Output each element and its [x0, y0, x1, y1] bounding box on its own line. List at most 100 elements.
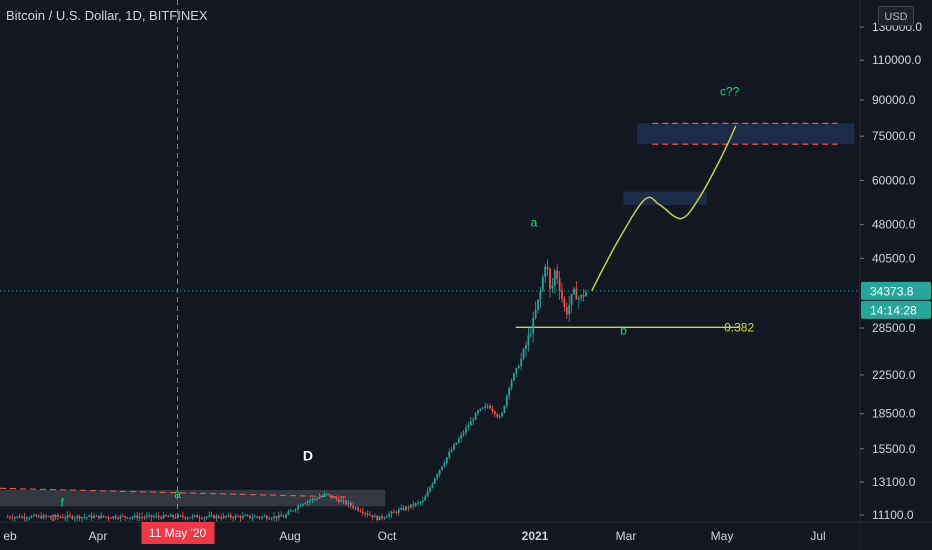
candle-body [196, 515, 199, 518]
candle-body [419, 502, 422, 504]
candle-body [30, 516, 33, 518]
candle-body [498, 416, 501, 418]
candle-body [85, 516, 88, 518]
candle-body [361, 511, 364, 514]
candle-body [381, 516, 383, 518]
candle-body [35, 515, 38, 517]
candle-body [369, 514, 371, 516]
candle-body [508, 387, 511, 396]
price-tick-label: 60000.0 [872, 173, 916, 187]
wave-label-b: b [620, 323, 627, 337]
lines-layer: 0.382 [0, 0, 860, 522]
candle-body [491, 408, 494, 412]
candle-body [6, 516, 9, 518]
candle-body [215, 515, 218, 519]
candle-body [76, 515, 79, 518]
candle-body [61, 516, 64, 518]
candle-body [337, 499, 340, 502]
candle-body [412, 504, 415, 506]
candle-body [373, 515, 376, 518]
candle-body [83, 516, 86, 518]
candle-body [573, 288, 575, 294]
candle-body [496, 414, 499, 417]
candle-body [299, 505, 302, 507]
candle-body [237, 515, 239, 517]
candle-body [472, 419, 475, 422]
price-tick-label: 11100.0 [872, 508, 914, 522]
candle-body [433, 478, 436, 484]
candle-body [100, 515, 103, 519]
price-tick-label: 13100.0 [872, 475, 916, 489]
candle-body [210, 515, 213, 517]
candle-body [333, 497, 335, 499]
candle-body [9, 516, 11, 518]
candle-body [109, 517, 112, 519]
candle-body [400, 507, 403, 510]
price-tick-label: 110000.0 [872, 53, 921, 67]
zone-box [0, 489, 386, 507]
time-tick-label: Jul [810, 529, 825, 543]
candle-body [316, 498, 319, 500]
wave-label-D: D [303, 448, 313, 464]
candle-body [126, 517, 129, 519]
time-axis[interactable]: ebAprnAugOct2021MarMayJul11 May '20 [0, 521, 932, 550]
price-tick-label: 48000.0 [872, 218, 916, 232]
candle-body [366, 513, 369, 515]
time-tick-label: Mar [616, 529, 637, 543]
candle-body [577, 298, 580, 300]
candle-body [165, 515, 167, 517]
candle-body [23, 516, 26, 519]
fib-level-label: 0.382 [724, 320, 754, 334]
time-tick-label: Apr [89, 529, 108, 543]
candle-body [457, 438, 460, 443]
candle-body [172, 515, 175, 518]
candle-body [179, 515, 182, 517]
candle-body [486, 405, 489, 407]
candle-body [42, 515, 45, 519]
price-tick-label: 22500.0 [872, 368, 916, 382]
candle-body [556, 270, 559, 279]
candle-body [239, 516, 242, 519]
candle-body [169, 515, 172, 517]
candle-body [287, 511, 290, 515]
candle-body [357, 507, 359, 511]
currency-button[interactable]: USD [878, 6, 914, 26]
candle-body [160, 516, 163, 519]
candle-body [133, 515, 136, 518]
candle-body [345, 500, 347, 505]
candle-body [21, 516, 23, 518]
candle-body [40, 515, 43, 519]
candle-body [69, 515, 71, 517]
candle-body [424, 496, 427, 501]
candle-body [575, 288, 578, 300]
candle-body [143, 516, 146, 518]
candle-body [217, 515, 220, 518]
candle-body [251, 517, 254, 519]
candle-body [525, 344, 527, 350]
zones-layer [0, 122, 855, 507]
candle-body [141, 516, 143, 518]
candle-body [201, 518, 203, 520]
candle-body [405, 506, 407, 510]
price-tick-label: 75000.0 [872, 129, 916, 143]
candle-body [261, 516, 263, 518]
candle-body [18, 516, 21, 518]
candle-body [551, 285, 554, 289]
candle-body [465, 427, 467, 433]
candle-body [52, 516, 55, 518]
candle-body [93, 516, 95, 519]
candle-body [244, 515, 247, 517]
candle-body [431, 483, 434, 488]
candle-body [16, 516, 19, 518]
candle-body [585, 292, 587, 297]
price-axis[interactable]: 11100.0 13100.0 15500.0 18500.0 22500.0 28500… [859, 0, 932, 550]
zone-box [637, 123, 855, 145]
candle-body [409, 504, 412, 508]
candle-body [570, 293, 573, 305]
candle-body [177, 515, 179, 518]
candle-body [364, 513, 367, 515]
candle-body [148, 515, 151, 517]
price-tick-label: 28500.0 [872, 321, 916, 335]
candle-body [90, 515, 93, 519]
